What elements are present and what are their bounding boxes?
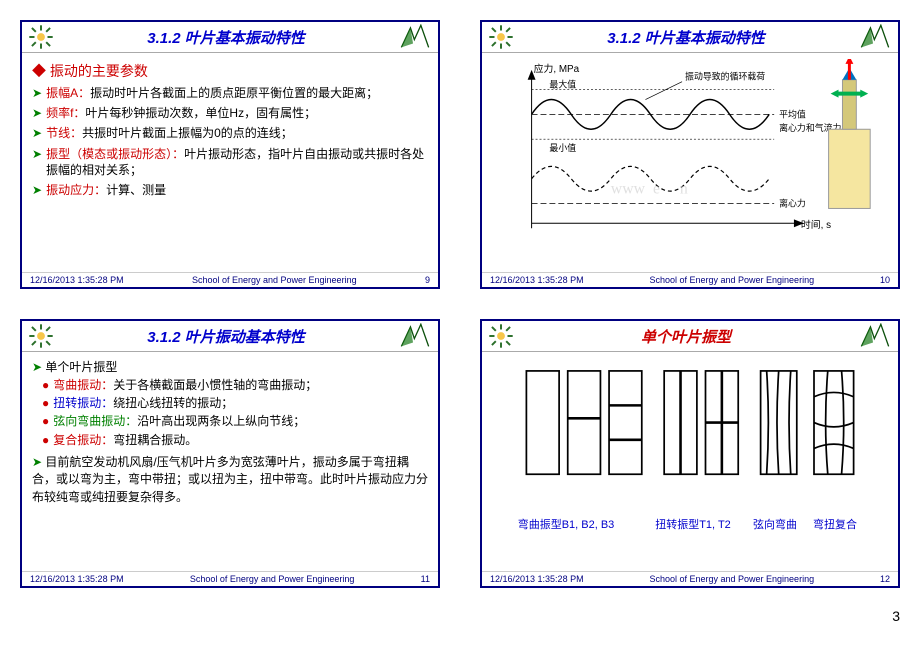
max-label: 最大值	[549, 79, 576, 90]
item-lead: 振动应力：	[46, 183, 106, 197]
page-number: 3	[20, 608, 900, 624]
item-text: 绕扭心线扭转的振动；	[113, 396, 233, 410]
list-item: ●弦向弯曲振动：沿叶高出现两条以上纵向节线；	[42, 413, 428, 429]
caption: 弦向弯曲	[746, 516, 804, 532]
item-lead: 频率f：	[46, 106, 85, 120]
paragraph: ➤ 目前航空发动机风扇/压气机叶片多为宽弦薄叶片，振动多属于弯扭耦合，或以弯为主…	[32, 454, 428, 506]
xlabel: 时间, s	[801, 218, 831, 231]
slide-12: 单个叶片振型	[480, 319, 900, 588]
stress-diagram: 应力, MPa 时间, s 最大值 平均值 最小值 振动导致的循环载荷	[492, 59, 888, 249]
caption: 弯曲振型B1, B2, B3	[492, 516, 640, 532]
list-item: ●弯曲振动：关于各横截面最小惯性轴的弯曲振动；	[42, 377, 428, 393]
slide-11: 3.1.2 叶片振动基本特性 ➤ 单个叶片振型 ●弯曲振动：关于各横截面最小惯性…	[20, 319, 440, 588]
slide-number: 12	[880, 574, 890, 584]
slide-footer: 12/16/2013 1:35:28 PM School of Energy a…	[482, 571, 898, 586]
item-text: 计算、测量	[106, 183, 166, 197]
slide-9: 3.1.2 叶片基本振动特性 ◆ 振动的主要参数 ➤振幅A：振动时叶片各截面上的…	[20, 20, 440, 289]
item-text: 弯扭耦合振动。	[113, 433, 197, 447]
paragraph-text: 目前航空发动机风扇/压气机叶片多为宽弦薄叶片，振动多属于弯扭耦合，或以弯为主，弯…	[32, 455, 428, 504]
footer-timestamp: 12/16/2013 1:35:28 PM	[30, 275, 124, 285]
item-lead: 复合振动：	[53, 433, 113, 447]
slide-body: ◆ 振动的主要参数 ➤振幅A：振动时叶片各截面上的质点距原平衡位置的最大距离； …	[22, 53, 438, 272]
slide-number: 11	[421, 574, 430, 584]
item-text: 关于各横截面最小惯性轴的弯曲振动；	[113, 378, 317, 392]
footer-school: School of Energy and Power Engineering	[124, 275, 425, 285]
slide-10: 3.1.2 叶片基本振动特性 应力, MPa 时间, s	[480, 20, 900, 289]
slide-footer: 12/16/2013 1:35:28 PM School of Energy a…	[22, 571, 438, 586]
item-lead: 扭转振动：	[53, 396, 113, 410]
item-lead: 振型（模态或振动形态）：	[46, 147, 184, 161]
ylabel: 应力, MPa	[534, 62, 580, 75]
watermark: www e n	[611, 181, 688, 198]
list-item: ➤振型（模态或振动形态）：叶片振动形态，指叶片自由振动或共振时各处振幅的相对关系…	[46, 146, 428, 178]
note-label: 振动导致的循环载荷	[685, 71, 765, 82]
note-label: 离心力	[779, 197, 806, 208]
slide-title: 3.1.2 叶片基本振动特性	[54, 27, 398, 48]
slide-header: 单个叶片振型	[482, 321, 898, 352]
sun-logo-icon	[28, 24, 54, 50]
heading-text: 振动的主要参数	[50, 63, 148, 79]
slide-body: 弯曲振型B1, B2, B3 扭转振型T1, T2 弦向弯曲 弯扭复合	[482, 352, 898, 571]
blade-icon	[829, 59, 871, 208]
slide-body: ➤ 单个叶片振型 ●弯曲振动：关于各横截面最小惯性轴的弯曲振动； ●扭转振动：绕…	[22, 352, 438, 571]
slide-number: 10	[880, 275, 890, 285]
list-item: ➤节线：共振时叶片截面上振幅为0的点的连线；	[46, 125, 428, 141]
list-item: ●扭转振动：绕扭心线扭转的振动；	[42, 395, 428, 411]
sub-list: ●弯曲振动：关于各横截面最小惯性轴的弯曲振动； ●扭转振动：绕扭心线扭转的振动；…	[42, 377, 428, 448]
footer-school: School of Energy and Power Engineering	[584, 574, 880, 584]
item-text: 共振时叶片截面上振幅为0的点的连线；	[82, 126, 293, 140]
footer-school: School of Energy and Power Engineering	[584, 275, 880, 285]
page-grid: 3.1.2 叶片基本振动特性 ◆ 振动的主要参数 ➤振幅A：振动时叶片各截面上的…	[20, 20, 900, 588]
item-lead: 弯曲振动：	[53, 378, 113, 392]
slide-title: 3.1.2 叶片基本振动特性	[514, 27, 858, 48]
section-heading: ➤ 单个叶片振型	[32, 358, 428, 375]
footer-timestamp: 12/16/2013 1:35:28 PM	[490, 275, 584, 285]
slide-title: 单个叶片振型	[514, 326, 858, 347]
list-item: ●复合振动：弯扭耦合振动。	[42, 432, 428, 448]
slide-header: 3.1.2 叶片基本振动特性	[482, 22, 898, 53]
footer-timestamp: 12/16/2013 1:35:28 PM	[30, 574, 124, 584]
section-heading: ◆ 振动的主要参数	[32, 61, 428, 81]
heading-text: 单个叶片振型	[45, 360, 117, 374]
list-item: ➤频率f：叶片每秒钟振动次数，单位Hz，固有属性；	[46, 105, 428, 121]
caption: 弯扭复合	[808, 516, 862, 532]
item-text: 沿叶高出现两条以上纵向节线；	[137, 414, 305, 428]
item-lead: 振幅A：	[46, 86, 90, 100]
leaf-logo-icon	[398, 24, 432, 50]
list-item: ➤振幅A：振动时叶片各截面上的质点距原平衡位置的最大距离；	[46, 85, 428, 101]
item-lead: 弦向弯曲振动：	[53, 414, 137, 428]
min-label: 最小值	[549, 142, 576, 153]
avg-label: 平均值	[779, 108, 806, 119]
slide-title: 3.1.2 叶片振动基本特性	[54, 326, 398, 347]
leaf-logo-icon	[858, 24, 892, 50]
item-lead: 节线：	[46, 126, 82, 140]
sun-logo-icon	[488, 24, 514, 50]
slide-body: 应力, MPa 时间, s 最大值 平均值 最小值 振动导致的循环载荷	[482, 53, 898, 272]
caption: 扭转振型T1, T2	[644, 516, 742, 532]
slide-header: 3.1.2 叶片基本振动特性	[22, 22, 438, 53]
list-item: ➤振动应力：计算、测量	[46, 182, 428, 198]
leaf-logo-icon	[398, 323, 432, 349]
slide-footer: 12/16/2013 1:35:28 PM School of Energy a…	[482, 272, 898, 287]
stress-chart-svg: 应力, MPa 时间, s 最大值 平均值 最小值 振动导致的循环载荷	[492, 59, 888, 249]
bullet-list: ➤振幅A：振动时叶片各截面上的质点距原平衡位置的最大距离； ➤频率f：叶片每秒钟…	[32, 85, 428, 198]
leaf-logo-icon	[858, 323, 892, 349]
slide-footer: 12/16/2013 1:35:28 PM School of Energy a…	[22, 272, 438, 287]
item-text: 叶片每秒钟振动次数，单位Hz，固有属性；	[85, 106, 316, 120]
sun-logo-icon	[28, 323, 54, 349]
mode-shapes-svg	[492, 358, 888, 513]
footer-school: School of Energy and Power Engineering	[124, 574, 421, 584]
footer-timestamp: 12/16/2013 1:35:28 PM	[490, 574, 584, 584]
item-text: 振动时叶片各截面上的质点距原平衡位置的最大距离；	[90, 86, 378, 100]
sun-logo-icon	[488, 323, 514, 349]
slide-header: 3.1.2 叶片振动基本特性	[22, 321, 438, 352]
slide-number: 9	[425, 275, 430, 285]
caption-row: 弯曲振型B1, B2, B3 扭转振型T1, T2 弦向弯曲 弯扭复合	[492, 516, 888, 532]
